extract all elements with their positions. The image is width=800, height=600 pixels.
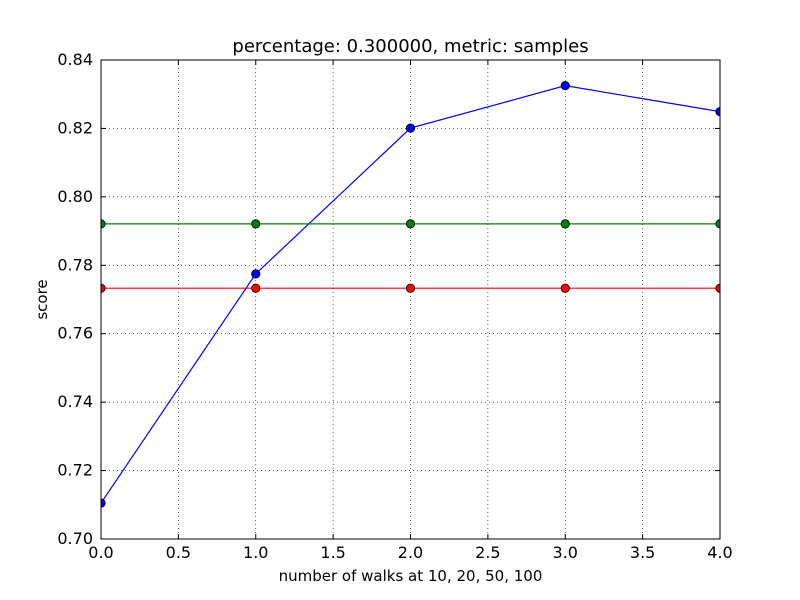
x-tick-label: 4.0 [707,543,732,562]
x-tick-label: 3.5 [630,543,655,562]
series-2-point [405,219,416,229]
chart-title: percentage: 0.300000, metric: samples [232,36,588,57]
plot-area [101,60,720,539]
axis-ticks: 0.0 0.5 1.0 1.5 2.0 2.5 3.0 3.5 4.0 0.70 0.72 0.74 0… [57,50,732,562]
x-tick-label: 1.5 [320,543,345,562]
y-tick-label: 0.76 [57,324,93,343]
series-3-point [251,283,261,293]
series-2-point [560,219,570,229]
x-tick-label: 0.0 [88,543,113,562]
x-tick-label: 2.0 [398,543,423,562]
y-tick-label: 0.78 [57,255,93,274]
series-3-point [560,283,570,293]
x-tick-label: 3.0 [553,543,578,562]
series-layer [101,81,720,508]
series-3-point [405,283,416,293]
series-1-point [405,123,416,133]
series-2-point [251,219,261,229]
x-tick-label: 1.0 [243,543,268,562]
y-tick-label: 0.84 [57,50,93,69]
x-tick-label: 2.5 [475,543,500,562]
series-1-point [560,81,570,91]
y-tick-label: 0.70 [57,529,93,548]
y-tick-label: 0.80 [57,187,93,206]
x-axis-label: number of walks at 10, 20, 50, 100 [279,567,543,585]
y-axis-label: score [33,279,51,319]
y-tick-label: 0.82 [57,118,93,137]
y-tick-label: 0.74 [57,392,93,411]
series-1-point [251,269,261,279]
x-tick-label: 0.5 [166,543,191,562]
y-tick-label: 0.72 [57,461,93,480]
series-group [101,81,720,508]
